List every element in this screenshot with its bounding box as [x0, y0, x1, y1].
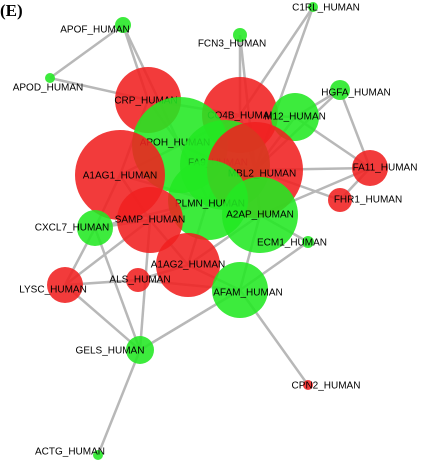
edge: [49, 23, 124, 80]
node: [126, 336, 154, 364]
node: [126, 268, 150, 292]
node-label: FA11_HUMAN: [353, 163, 418, 174]
node: [115, 17, 131, 33]
node-label: ALS_HUMAN: [109, 275, 170, 286]
edge: [96, 349, 142, 456]
node-label: M12_HUMAN: [264, 112, 326, 123]
node: [117, 187, 183, 253]
panel-title: (E): [0, 1, 23, 20]
node-label: CXCL7_HUMAN: [35, 223, 109, 234]
node: [303, 380, 313, 390]
node-label: SAMP_HUMAN: [115, 215, 186, 226]
node-label: GELS_HUMAN: [76, 346, 145, 357]
node: [156, 233, 220, 297]
node-label: APOF_HUMAN: [60, 25, 129, 36]
node: [330, 80, 350, 100]
node: [47, 267, 83, 303]
node-label: CRP_HUMAN: [114, 96, 177, 107]
node: [328, 188, 352, 212]
node: [233, 28, 247, 42]
node: [45, 73, 55, 83]
node-label: FHR1_HUMAN: [334, 195, 402, 206]
node: [222, 177, 298, 253]
node: [302, 236, 314, 248]
node-label: ACTG_HUMAN: [35, 447, 105, 458]
node-label: A1AG1_HUMAN: [83, 171, 157, 182]
node-label: C1RL_HUMAN: [292, 3, 360, 14]
node-label: FCN3_HUMAN: [198, 39, 266, 50]
node: [212, 262, 268, 318]
node-label: MBL2_HUMAN: [228, 169, 296, 180]
nodes: APOF_HUMAN C1RL_HUMAN FCN3_HUMAN APOD_HUMAN…: [13, 2, 418, 460]
node-label: A2AP_HUMAN: [226, 210, 294, 221]
node: [271, 93, 319, 141]
node: [77, 210, 113, 246]
node-label: ECM1_HUMAN: [257, 238, 327, 249]
node: [308, 2, 318, 12]
node-label: HGFA_HUMAN: [321, 88, 390, 99]
node-label: A1AG2_HUMAN: [151, 260, 225, 271]
node: [93, 450, 103, 460]
node: [352, 150, 388, 186]
edge: [93, 227, 142, 351]
node-label: CO4B_HUMAN: [207, 111, 276, 122]
node-label: APOH_HUMAN: [140, 138, 211, 149]
node-label: LYSC_HUMAN: [19, 285, 87, 296]
node-label: PLMN_HUMAN: [175, 199, 245, 210]
node-label: APOD_HUMAN: [13, 83, 84, 94]
node-label: AFAM_HUMAN: [213, 288, 282, 299]
node-label: CPN2_HUMAN: [292, 381, 361, 392]
